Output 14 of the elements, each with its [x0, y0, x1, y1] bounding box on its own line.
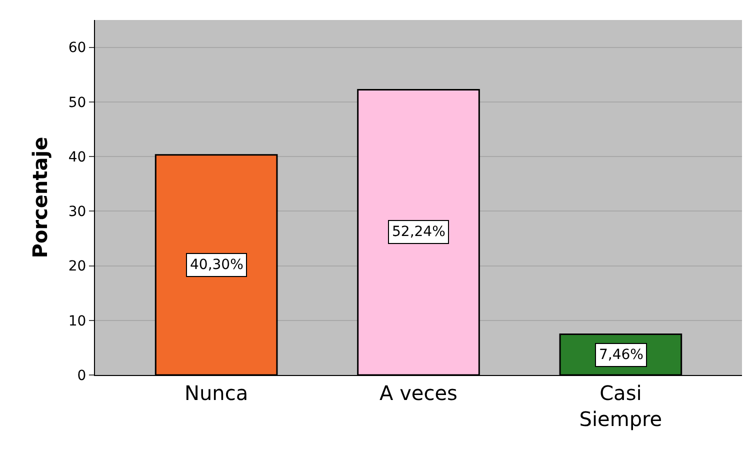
y-axis-title: Porcentaje	[28, 136, 52, 258]
y-tick-label: 10	[68, 313, 86, 330]
y-tick-label: 0	[77, 368, 86, 384]
y-tick-label: 40	[68, 149, 86, 166]
y-tick-label: 20	[68, 258, 86, 275]
x-tick-label: Nunca	[184, 381, 248, 405]
x-tick-label: Casi Siempre	[579, 381, 662, 431]
y-tick-label: 60	[68, 40, 86, 56]
data-label: 40,30%	[190, 257, 244, 273]
x-tick-label: A veces	[380, 381, 458, 405]
y-tick-label: 30	[68, 204, 86, 220]
data-label: 7,46%	[599, 347, 644, 363]
data-label: 52,24%	[392, 224, 446, 240]
y-tick-label: 50	[68, 94, 86, 111]
